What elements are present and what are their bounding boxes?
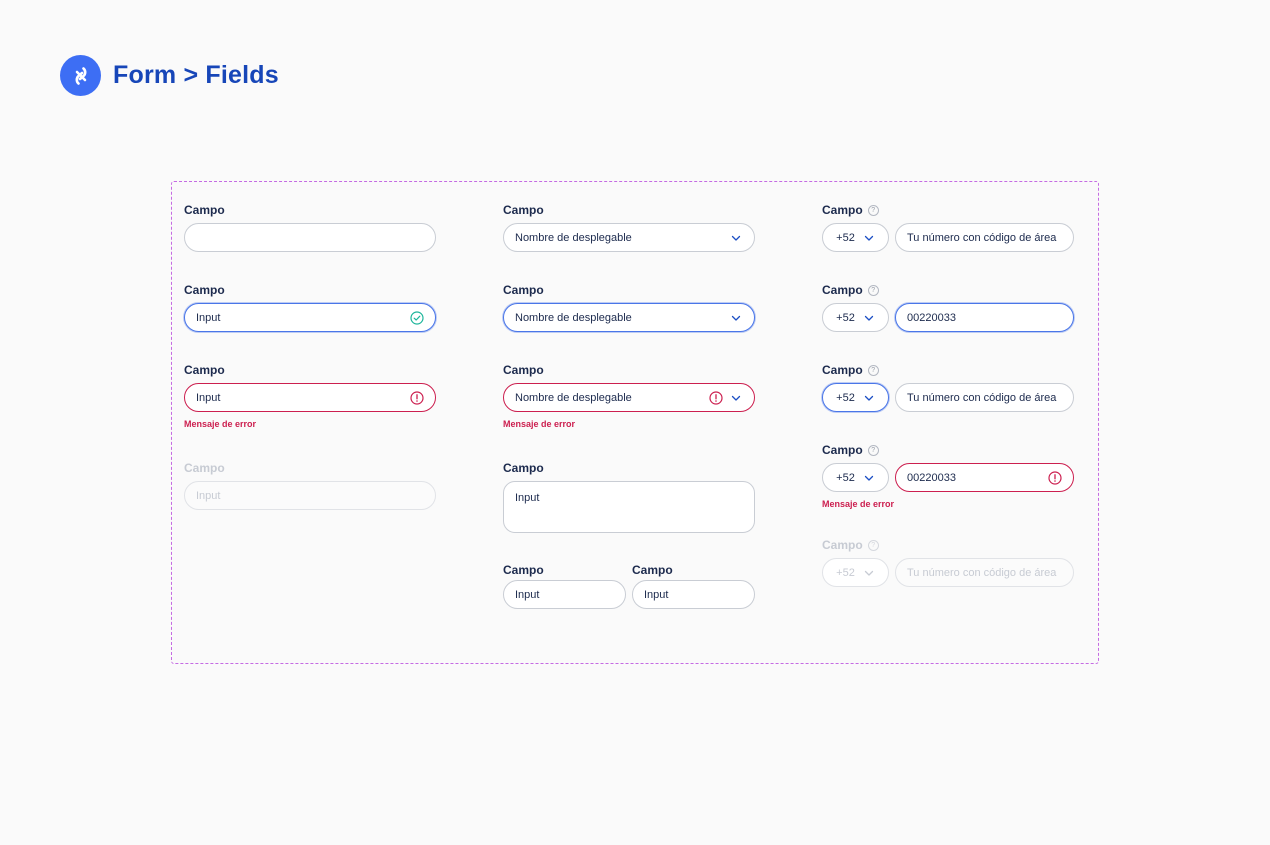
text-field-default: Campo: [184, 202, 225, 218]
phone-number-input[interactable]: 00220033: [895, 303, 1074, 332]
input-value: Input: [515, 588, 540, 601]
alert-circle-icon: [410, 390, 424, 405]
country-code-select[interactable]: +52: [822, 303, 889, 332]
field-label: Campo: [503, 363, 544, 377]
field-label: Campo: [822, 538, 863, 552]
field-label: Campo: [632, 563, 673, 577]
field-label: Campo: [822, 443, 863, 457]
country-code-value: +52: [836, 471, 855, 484]
textarea-value: Input: [515, 492, 540, 504]
textarea-field: Campo: [503, 460, 544, 476]
input-placeholder: Tu número con código de área: [907, 566, 1057, 579]
field-label: Campo: [822, 203, 863, 217]
phone-number-input[interactable]: 00220033: [895, 463, 1074, 492]
phone-field-disabled: Campo?: [822, 537, 879, 553]
dropdown-value: Nombre de desplegable: [515, 391, 632, 404]
dropdown-field-default: Campo: [503, 202, 544, 218]
alert-circle-icon: [1048, 470, 1062, 485]
split-field-right: Campo: [632, 562, 673, 578]
input-placeholder: Input: [196, 489, 221, 502]
dropdown-error[interactable]: Nombre de desplegable: [503, 383, 755, 412]
dropdown-default[interactable]: Nombre de desplegable: [503, 223, 755, 252]
chevron-down-icon: [863, 567, 875, 579]
phone-number-input[interactable]: Tu número con código de área: [895, 223, 1074, 252]
phone-field-focus-code: Campo?: [822, 362, 879, 378]
country-code-select[interactable]: +52: [822, 383, 889, 412]
text-field-error: Campo: [184, 362, 225, 378]
split-input-left[interactable]: Input: [503, 580, 626, 609]
help-icon[interactable]: ?: [867, 284, 879, 296]
country-code-value: +52: [836, 391, 855, 404]
field-label: Campo: [503, 283, 544, 297]
field-label: Campo: [503, 461, 544, 475]
dropdown-value: Nombre de desplegable: [515, 311, 632, 324]
help-icon[interactable]: ?: [867, 444, 879, 456]
input-placeholder: Tu número con código de área: [907, 231, 1057, 244]
field-label: Campo: [184, 203, 225, 217]
phone-field-error: Campo?: [822, 442, 879, 458]
field-label: Campo: [184, 461, 225, 475]
field-label: Campo: [184, 283, 225, 297]
field-label: Campo: [184, 363, 225, 377]
chevron-down-icon: [729, 311, 743, 325]
error-message: Mensaje de error: [184, 419, 257, 429]
input-value: Input: [196, 311, 221, 324]
help-icon: ?: [867, 539, 879, 551]
chain-link-icon: [60, 55, 101, 96]
text-field-success: Campo: [184, 282, 225, 298]
input-value: Input: [196, 391, 221, 404]
country-code-value: +52: [836, 231, 855, 244]
check-circle-icon: [410, 310, 424, 325]
fields-frame: Campo Campo Input Campo Input Mensaje de…: [171, 181, 1099, 664]
input-value: 00220033: [907, 311, 956, 324]
textarea[interactable]: Input: [503, 481, 755, 533]
dropdown-field-focus: Campo: [503, 282, 544, 298]
chevron-down-icon: [729, 391, 743, 405]
split-field-left: Campo: [503, 562, 544, 578]
text-input-error[interactable]: Input: [184, 383, 436, 412]
dropdown-field-error: Campo: [503, 362, 544, 378]
text-input-empty[interactable]: [184, 223, 436, 252]
input-value: Input: [644, 588, 669, 601]
page-title: Form > Fields: [113, 61, 279, 89]
alert-circle-icon: [709, 390, 723, 405]
phone-number-input: Tu número con código de área: [895, 558, 1074, 587]
dropdown-focus[interactable]: Nombre de desplegable: [503, 303, 755, 332]
phone-field-default: Campo?: [822, 202, 879, 218]
country-code-select: +52: [822, 558, 889, 587]
chevron-down-icon: [729, 231, 743, 245]
chevron-down-icon: [863, 392, 875, 404]
phone-number-input[interactable]: Tu número con código de área: [895, 383, 1074, 412]
country-code-select[interactable]: +52: [822, 223, 889, 252]
field-label: Campo: [822, 363, 863, 377]
input-value: 00220033: [907, 471, 956, 484]
help-icon[interactable]: ?: [867, 364, 879, 376]
text-input-disabled: Input: [184, 481, 436, 510]
country-code-value: +52: [836, 566, 855, 579]
dropdown-value: Nombre de desplegable: [515, 231, 632, 244]
help-icon[interactable]: ?: [867, 204, 879, 216]
field-label: Campo: [822, 283, 863, 297]
text-field-disabled: Campo: [184, 460, 225, 476]
field-label: Campo: [503, 563, 544, 577]
input-placeholder: Tu número con código de área: [907, 391, 1057, 404]
chevron-down-icon: [863, 472, 875, 484]
country-code-value: +52: [836, 311, 855, 324]
chevron-down-icon: [863, 312, 875, 324]
text-input-success[interactable]: Input: [184, 303, 436, 332]
error-message: Mensaje de error: [503, 419, 576, 429]
phone-field-focus-number: Campo?: [822, 282, 879, 298]
page-header: Form > Fields: [60, 55, 279, 96]
error-message: Mensaje de error: [822, 499, 895, 509]
chevron-down-icon: [863, 232, 875, 244]
split-input-right[interactable]: Input: [632, 580, 755, 609]
field-label: Campo: [503, 203, 544, 217]
country-code-select[interactable]: +52: [822, 463, 889, 492]
